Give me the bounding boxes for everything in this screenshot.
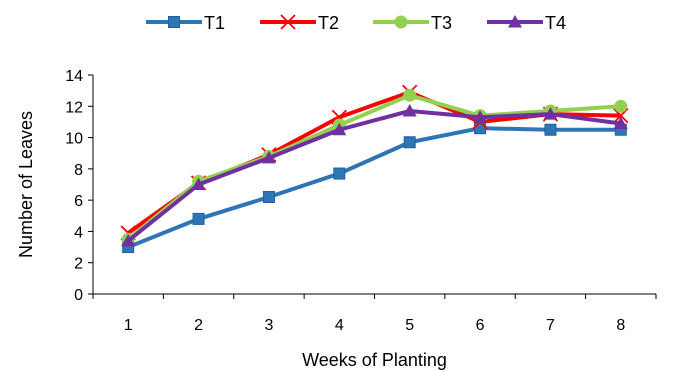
data-point — [192, 212, 205, 225]
legend-label: T2 — [318, 13, 339, 33]
data-point — [544, 123, 557, 136]
legend-label: T1 — [204, 13, 225, 33]
y-ticks: 0 2 4 6 8 10 12 14 — [65, 68, 93, 304]
legend-item-t4: T4 — [487, 13, 566, 33]
legend-swatch-marker — [168, 16, 180, 28]
y-tick-label: 12 — [65, 99, 83, 116]
x-tick-label: 3 — [264, 317, 273, 334]
x-axis-title: Weeks of Planting — [302, 350, 447, 370]
series-line — [126, 93, 621, 241]
data-point — [473, 110, 488, 123]
legend-swatch-marker — [280, 14, 296, 30]
data-point — [262, 191, 275, 204]
series-line — [127, 126, 621, 249]
y-tick-label: 8 — [74, 162, 83, 179]
legend: T1 T2 T3 T4 — [146, 13, 566, 33]
y-tick-label: 14 — [65, 68, 83, 85]
series-t4 — [121, 103, 628, 247]
x-tick-label: 7 — [546, 317, 555, 334]
y-tick-label: 6 — [74, 193, 83, 210]
data-point — [543, 107, 558, 120]
legend-label: T3 — [431, 13, 452, 33]
data-point — [402, 103, 417, 117]
data-point — [474, 122, 487, 135]
x-tick-label: 5 — [405, 317, 414, 334]
data-point — [261, 150, 276, 164]
data-point — [613, 116, 628, 129]
series-t1 — [122, 122, 627, 254]
legend-item-t2: T2 — [260, 13, 339, 33]
legend-swatch-marker — [508, 15, 522, 28]
x-tick-label: 8 — [616, 317, 625, 334]
data-point — [403, 136, 416, 149]
x-ticks: 1 2 3 4 5 6 7 8 — [92, 294, 657, 334]
y-tick-label: 10 — [65, 131, 83, 148]
legend-label: T4 — [545, 13, 566, 33]
data-point — [614, 99, 628, 113]
data-point — [191, 177, 206, 190]
y-tick-label: 0 — [74, 287, 83, 304]
y-axis-title: Number of Leaves — [16, 111, 36, 258]
y-tick-label: 4 — [74, 224, 83, 241]
x-tick-label: 4 — [335, 317, 344, 334]
data-point — [613, 108, 629, 124]
data-point — [403, 88, 417, 102]
x-tick-label: 6 — [476, 317, 485, 334]
data-point — [332, 122, 347, 136]
legend-swatch-marker — [394, 15, 408, 29]
data-point — [121, 233, 136, 247]
legend-item-t1: T1 — [146, 13, 225, 33]
data-point — [333, 167, 346, 180]
legend-item-t3: T3 — [373, 13, 452, 33]
y-tick-label: 2 — [74, 256, 83, 273]
series-layer — [120, 84, 629, 254]
x-tick-label: 1 — [124, 317, 133, 334]
x-tick-label: 2 — [194, 317, 203, 334]
series-line — [126, 108, 622, 243]
